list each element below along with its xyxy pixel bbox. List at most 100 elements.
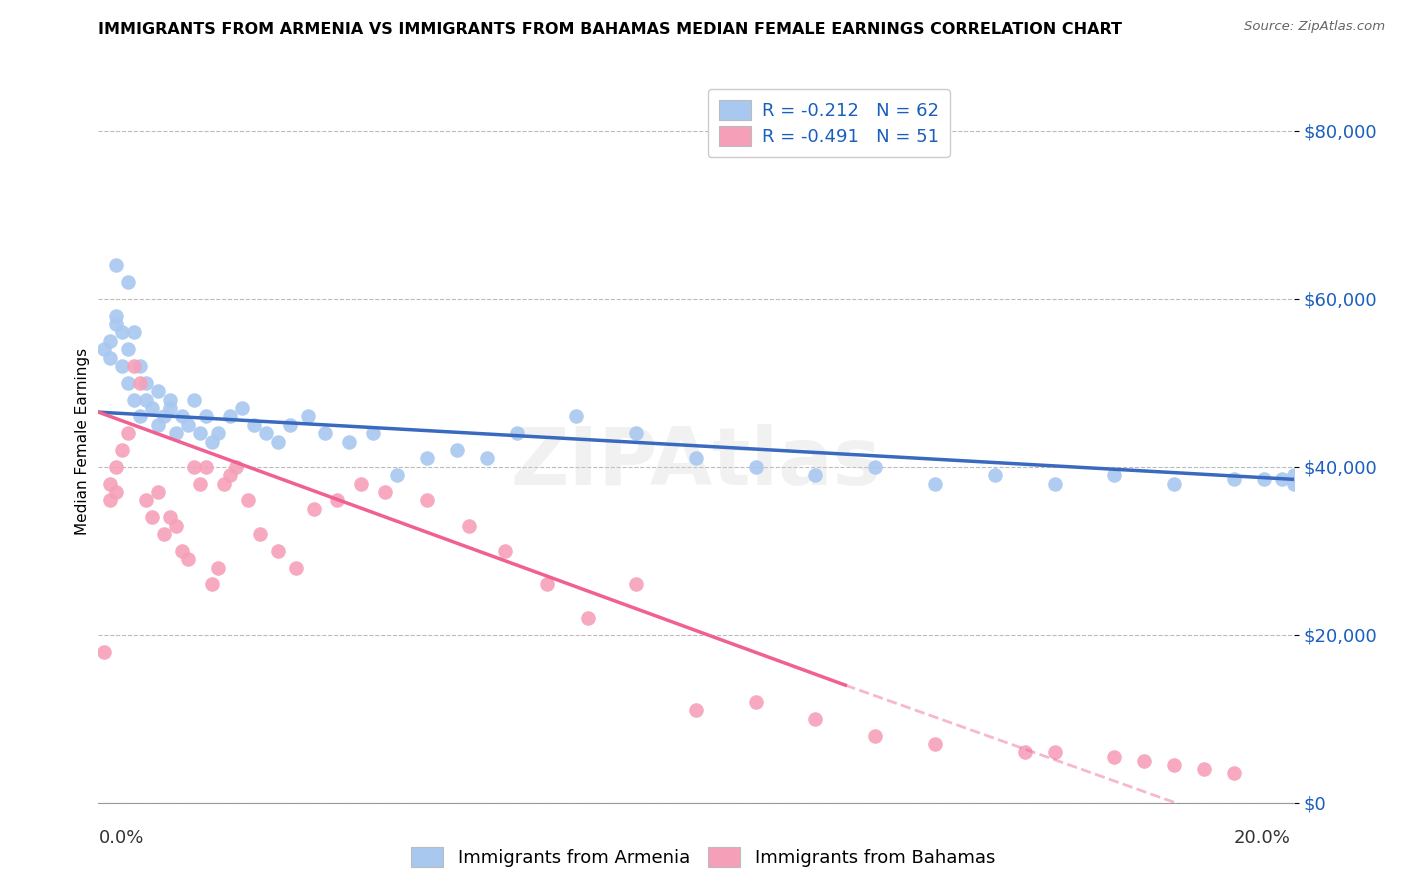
Point (117, 342, 139, 356)
Legend: R = -0.212   N = 62, R = -0.491   N = 51: R = -0.212 N = 62, R = -0.491 N = 51 (707, 89, 950, 157)
Point (1104, 468, 1126, 483)
Point (177, 417, 200, 432)
Y-axis label: Median Female Earnings: Median Female Earnings (75, 348, 90, 535)
Point (984, 468, 1007, 483)
Point (326, 493, 349, 508)
Point (446, 442, 468, 457)
Point (201, 577, 224, 591)
Point (117, 376, 139, 390)
Point (195, 409, 218, 424)
Point (135, 493, 157, 508)
Text: IMMIGRANTS FROM ARMENIA VS IMMIGRANTS FROM BAHAMAS MEDIAN FEMALE EARNINGS CORREL: IMMIGRANTS FROM ARMENIA VS IMMIGRANTS FR… (98, 22, 1122, 37)
Point (1192, 762, 1215, 776)
Point (195, 459, 218, 474)
Point (177, 552, 200, 566)
Point (745, 459, 768, 474)
Point (124, 326, 146, 340)
Point (249, 527, 271, 541)
Point (105, 317, 128, 331)
Point (385, 468, 409, 483)
Point (267, 543, 290, 558)
Text: 0.0%: 0.0% (98, 829, 143, 847)
Point (494, 543, 516, 558)
Point (105, 459, 128, 474)
Point (124, 392, 146, 407)
Point (165, 518, 187, 533)
Point (924, 476, 946, 491)
Point (183, 392, 205, 407)
Point (105, 258, 128, 272)
Text: Source: ZipAtlas.com: Source: ZipAtlas.com (1244, 20, 1385, 33)
Point (129, 359, 152, 373)
Point (129, 409, 152, 424)
Point (1271, 472, 1294, 486)
Point (416, 451, 439, 466)
Point (284, 560, 307, 574)
Point (207, 426, 229, 441)
Point (1223, 766, 1246, 780)
Text: ZIPAtlas: ZIPAtlas (510, 425, 882, 502)
Point (148, 417, 170, 432)
Point (1282, 468, 1305, 483)
Point (302, 501, 325, 516)
Point (188, 476, 211, 491)
Point (565, 409, 588, 424)
Point (141, 401, 163, 415)
Point (219, 468, 242, 483)
Point (1014, 745, 1036, 759)
Point (98, 476, 122, 491)
Point (111, 359, 134, 373)
Point (172, 543, 194, 558)
Point (98, 493, 122, 508)
Point (212, 476, 235, 491)
Point (865, 459, 887, 474)
Point (506, 426, 529, 441)
Point (219, 409, 242, 424)
Point (153, 409, 176, 424)
Point (172, 409, 194, 424)
Point (1223, 472, 1246, 486)
Point (183, 459, 205, 474)
Point (93, 342, 115, 356)
Point (124, 359, 146, 373)
Point (374, 485, 396, 500)
Point (315, 426, 337, 441)
Point (339, 434, 361, 449)
Point (236, 493, 259, 508)
Point (141, 510, 163, 524)
Point (626, 577, 648, 591)
Point (267, 434, 290, 449)
Point (804, 468, 827, 483)
Legend: Immigrants from Armenia, Immigrants from Bahamas: Immigrants from Armenia, Immigrants from… (404, 839, 1002, 874)
Point (924, 737, 946, 751)
Point (135, 376, 157, 390)
Point (1043, 745, 1066, 759)
Point (201, 434, 224, 449)
Point (350, 476, 373, 491)
Point (153, 527, 176, 541)
Point (475, 451, 498, 466)
Point (117, 426, 139, 441)
Point (297, 409, 319, 424)
Point (98, 351, 122, 365)
Point (1133, 754, 1156, 768)
Point (117, 275, 139, 289)
Point (416, 493, 439, 508)
Point (165, 426, 187, 441)
Point (685, 703, 707, 717)
Point (1163, 758, 1185, 772)
Text: 20.0%: 20.0% (1234, 829, 1291, 847)
Point (159, 510, 181, 524)
Point (98, 334, 122, 348)
Point (578, 611, 600, 625)
Point (93, 644, 115, 658)
Point (135, 392, 157, 407)
Point (685, 451, 707, 466)
Point (148, 384, 170, 398)
Point (278, 417, 301, 432)
Point (231, 401, 253, 415)
Point (1104, 749, 1126, 764)
Point (111, 442, 134, 457)
Point (865, 729, 887, 743)
Point (105, 309, 128, 323)
